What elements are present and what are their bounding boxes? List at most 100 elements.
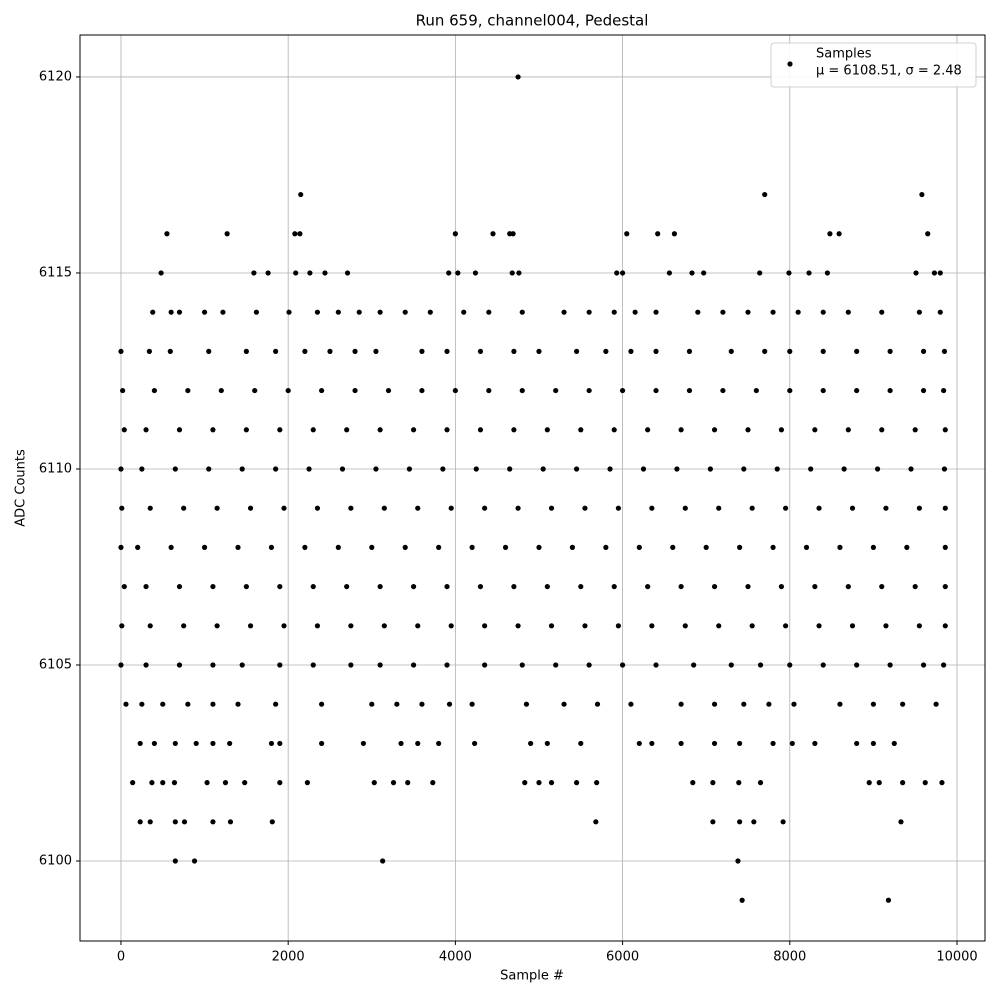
point (820, 662, 826, 668)
point (582, 505, 588, 511)
point (653, 387, 659, 394)
point (728, 662, 734, 668)
point (448, 505, 454, 511)
point (218, 387, 224, 394)
point (920, 348, 927, 354)
point (624, 231, 630, 237)
point (757, 780, 764, 786)
point (253, 309, 260, 315)
point (206, 466, 212, 472)
point (172, 466, 178, 472)
point (561, 701, 567, 707)
point (879, 309, 885, 315)
point (574, 780, 580, 786)
point (377, 309, 383, 315)
point (472, 740, 478, 747)
point (887, 348, 893, 354)
point (941, 466, 948, 472)
point (854, 740, 860, 747)
point (515, 505, 521, 511)
point (352, 348, 358, 354)
point (671, 231, 678, 237)
point (900, 701, 906, 707)
point (942, 544, 948, 550)
point (118, 544, 124, 550)
point (118, 348, 124, 354)
point (519, 309, 525, 315)
point (827, 231, 833, 237)
point (172, 740, 178, 747)
point (707, 466, 713, 472)
point (603, 544, 609, 550)
point (540, 466, 546, 472)
point (920, 662, 927, 668)
point (682, 623, 688, 629)
point (176, 427, 183, 433)
point (519, 387, 525, 394)
point (849, 623, 856, 629)
point (298, 191, 304, 198)
point (586, 387, 592, 394)
point (446, 270, 452, 276)
point (265, 270, 271, 276)
point (783, 505, 789, 511)
point (941, 348, 948, 354)
point (268, 544, 275, 550)
point (649, 505, 655, 511)
point (486, 387, 492, 394)
point (510, 231, 516, 237)
point (854, 387, 860, 394)
point (523, 701, 530, 707)
point (268, 740, 275, 747)
point (304, 780, 310, 786)
point (377, 427, 383, 433)
point (820, 387, 826, 394)
point (611, 427, 617, 433)
point (933, 701, 939, 707)
point (812, 427, 818, 433)
point (711, 701, 718, 707)
point (344, 583, 350, 590)
point (586, 662, 592, 668)
point (898, 819, 904, 825)
point (757, 662, 764, 668)
point (380, 858, 386, 864)
point (436, 544, 442, 550)
y-axis-label: ADC Counts (14, 449, 29, 527)
point (168, 544, 174, 550)
point (741, 701, 747, 707)
point (277, 740, 283, 747)
point (381, 505, 387, 511)
point (619, 662, 626, 668)
point (242, 780, 248, 786)
point (916, 309, 922, 315)
y-tick-label: 6120 (39, 69, 72, 84)
point (569, 544, 576, 550)
point (344, 427, 350, 433)
point (674, 466, 680, 472)
point (373, 466, 379, 472)
point (143, 427, 149, 433)
point (891, 740, 897, 747)
point (870, 544, 876, 550)
point (766, 701, 772, 707)
point (745, 583, 751, 590)
point (751, 819, 757, 825)
point (477, 427, 484, 433)
point (273, 348, 279, 354)
x-tick-label: 10000 (936, 950, 977, 965)
x-tick-label: 8000 (773, 950, 806, 965)
point (544, 427, 550, 433)
point (711, 740, 718, 747)
point (452, 231, 458, 237)
point (239, 466, 245, 472)
point (135, 544, 141, 550)
point (931, 270, 938, 276)
point (628, 701, 634, 707)
point (482, 662, 488, 668)
point (913, 270, 919, 276)
point (168, 309, 174, 315)
point (406, 466, 412, 472)
point (925, 231, 931, 237)
point (147, 819, 153, 825)
